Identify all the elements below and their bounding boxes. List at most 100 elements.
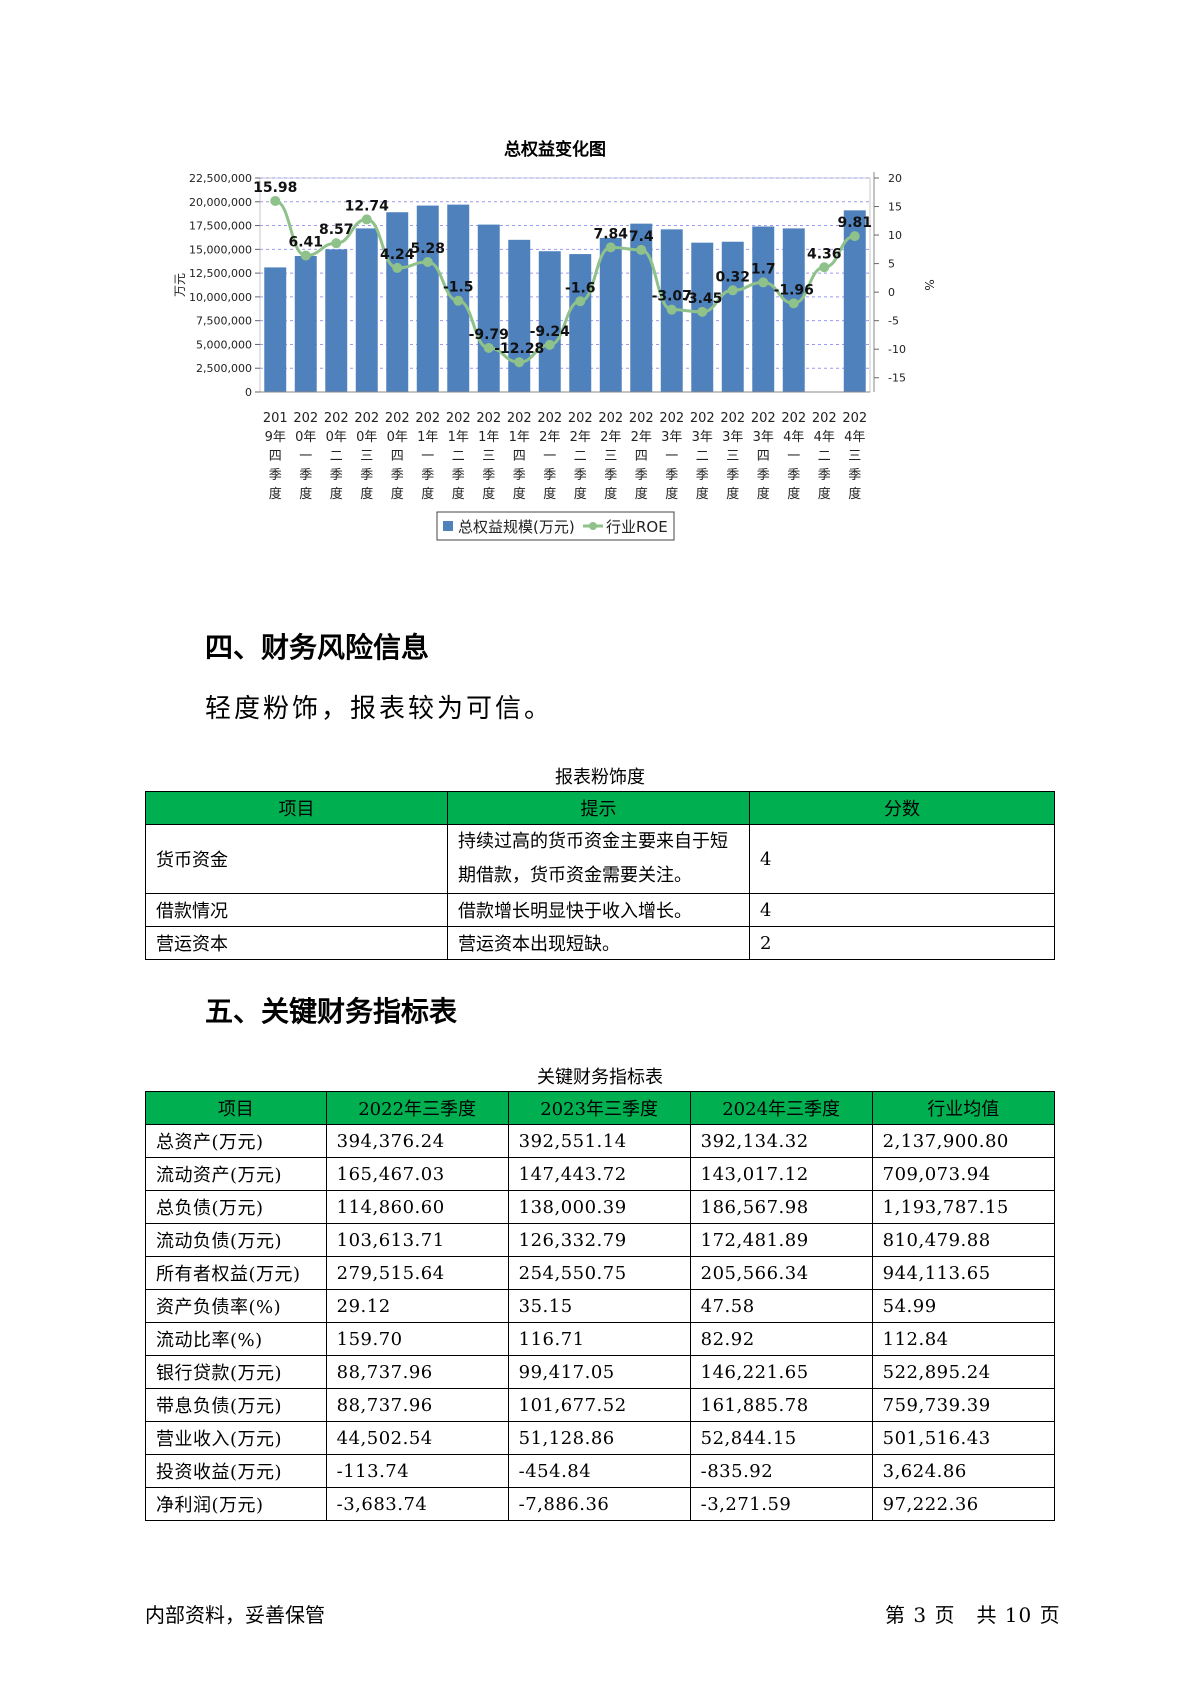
indicator-value: 103,613.71 <box>325 1223 509 1257</box>
x-tick-label: 季 <box>574 468 587 483</box>
x-tick-label: 202 <box>659 411 684 426</box>
indicator-value: 165,467.03 <box>325 1157 509 1191</box>
x-tick-label: 202 <box>720 411 745 426</box>
roe-data-label: 5.28 <box>410 241 445 257</box>
x-tick-label: 二 <box>818 449 831 464</box>
equity-bar <box>477 224 500 392</box>
x-tick-label: 三 <box>848 449 861 464</box>
equity-bar <box>386 212 409 392</box>
x-tick-label: 季 <box>421 468 434 483</box>
indicator-value: -7,886.36 <box>507 1487 691 1521</box>
indicator-name: 总负债(万元) <box>145 1190 327 1224</box>
x-tick-label: 度 <box>696 486 709 502</box>
equity-bar <box>752 226 775 392</box>
risk-item: 货币资金 <box>145 824 448 894</box>
indicator-value: 47.58 <box>689 1289 873 1323</box>
x-tick-label: 1年 <box>478 430 499 445</box>
x-tick-label: 季 <box>757 468 770 483</box>
roe-data-label: 6.41 <box>288 235 323 251</box>
y-tick-label: 15,000,000 <box>189 243 252 256</box>
x-tick-label: 三 <box>360 449 373 464</box>
y2-tick-label: 10 <box>888 229 902 242</box>
y2-tick-label: -10 <box>888 343 906 356</box>
y2-tick-label: 5 <box>888 258 895 271</box>
x-tick-label: 度 <box>421 486 434 502</box>
x-tick-label: 三 <box>604 449 617 464</box>
roe-point <box>483 343 494 354</box>
indicator-name: 净利润(万元) <box>145 1487 327 1521</box>
column-header: 项目 <box>145 791 448 825</box>
indicator-value: 709,073.94 <box>871 1157 1056 1191</box>
indicator-name: 总资产(万元) <box>145 1124 327 1158</box>
x-tick-label: 4年 <box>814 430 835 445</box>
x-tick-label: 二 <box>330 449 343 464</box>
indicator-value: 392,134.32 <box>689 1124 873 1158</box>
column-header: 2024年三季度 <box>689 1091 873 1125</box>
indicator-value: 99,417.05 <box>507 1355 691 1389</box>
indicator-value: -454.84 <box>507 1454 691 1488</box>
y2-tick-label: 20 <box>888 172 902 185</box>
x-tick-label: 0年 <box>326 430 347 445</box>
roe-data-label: -3.07 <box>652 289 692 305</box>
legend-box <box>436 511 675 541</box>
x-tick-label: 季 <box>452 468 465 483</box>
indicator-value: 501,516.43 <box>871 1421 1056 1455</box>
equity-bar <box>294 255 317 392</box>
equity-bar <box>599 237 622 392</box>
roe-data-label: -1.96 <box>774 282 814 298</box>
x-tick-label: 度 <box>391 486 404 502</box>
risk-score: 4 <box>749 824 1055 894</box>
roe-point <box>605 242 616 253</box>
roe-data-label: -12.28 <box>494 341 544 357</box>
indicator-name: 带息负债(万元) <box>145 1388 327 1422</box>
roe-data-label: 7.4 <box>629 229 654 245</box>
roe-point <box>666 304 677 315</box>
x-tick-label: 202 <box>293 411 318 426</box>
x-tick-label: 202 <box>385 411 410 426</box>
risk-score: 2 <box>749 926 1055 960</box>
roe-point <box>575 296 586 307</box>
indicator-name: 流动比率(%) <box>145 1322 327 1356</box>
indicator-value: 101,677.52 <box>507 1388 691 1422</box>
table-row: 总负债(万元) 114,860.60 138,000.39 186,567.98 1,1… <box>145 1190 1056 1224</box>
section-title-financial-risk: 四、财务风险信息 <box>205 631 430 664</box>
x-tick-label: 202 <box>476 411 501 426</box>
y-tick-label: 20,000,000 <box>189 196 252 209</box>
x-tick-label: 季 <box>665 468 678 483</box>
x-tick-label: 一 <box>421 449 434 464</box>
roe-point <box>697 306 708 317</box>
x-tick-label: 2年 <box>539 430 560 445</box>
legend-bar-label: 总权益规模(万元) <box>458 518 575 536</box>
roe-point <box>788 298 799 309</box>
indicator-value: 2,137,900.80 <box>871 1124 1056 1158</box>
x-tick-label: 3年 <box>661 430 682 445</box>
roe-data-label: -9.24 <box>530 324 571 340</box>
equity-bar <box>569 254 592 392</box>
x-tick-label: 度 <box>604 486 617 502</box>
equity-bar <box>264 267 287 392</box>
indicator-name: 投资收益(万元) <box>145 1454 327 1488</box>
x-tick-label: 季 <box>482 468 495 483</box>
y-tick-label: 7,500,000 <box>196 315 252 328</box>
table-row: 流动负债(万元) 103,613.71 126,332.79 172,481.89 81… <box>145 1223 1056 1257</box>
x-tick-label: 202 <box>751 411 776 426</box>
indicator-value: 172,481.89 <box>689 1223 873 1257</box>
x-tick-label: 季 <box>269 468 282 483</box>
x-tick-label: 二 <box>574 449 587 464</box>
table-row: 带息负债(万元) 88,737.96 101,677.52 161,885.78 759… <box>145 1388 1056 1422</box>
x-tick-label: 202 <box>690 411 715 426</box>
indicator-value: 161,885.78 <box>689 1388 873 1422</box>
x-tick-label: 202 <box>781 411 806 426</box>
x-tick-label: 2年 <box>600 430 621 445</box>
y-tick-label: 22,500,000 <box>189 172 252 185</box>
x-tick-label: 一 <box>543 449 556 464</box>
y-tick-label: 10,000,000 <box>189 291 252 304</box>
x-tick-label: 度 <box>269 486 282 502</box>
x-tick-label: 三 <box>726 449 739 464</box>
indicator-value: -113.74 <box>325 1454 509 1488</box>
roe-point <box>361 214 372 225</box>
indicator-value: 759,739.39 <box>871 1388 1056 1422</box>
x-tick-label: 度 <box>818 486 831 502</box>
x-tick-label: 0年 <box>356 430 377 445</box>
x-tick-label: 202 <box>415 411 440 426</box>
